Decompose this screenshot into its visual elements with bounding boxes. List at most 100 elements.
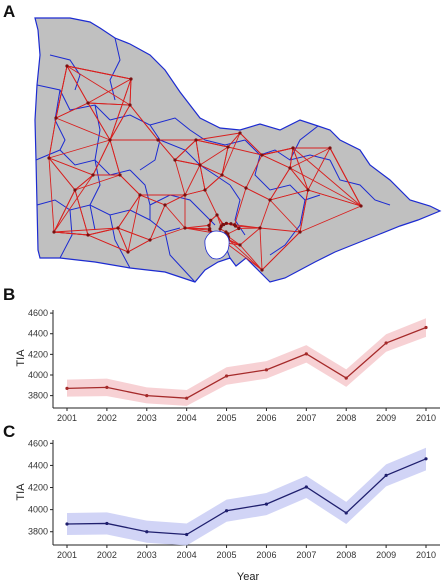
network-nodes xyxy=(47,64,363,272)
network-node xyxy=(219,224,223,229)
chart-c-x-tick-label: 2001 xyxy=(57,550,77,560)
network-node xyxy=(163,203,167,207)
network-edge xyxy=(174,139,197,161)
chart-c-x-tick-label: 2009 xyxy=(376,550,396,560)
chart-b-x-tick-label: 2003 xyxy=(137,413,157,423)
network-edge xyxy=(109,104,131,141)
network-edge xyxy=(227,146,263,156)
network-node xyxy=(291,146,295,150)
network-edge xyxy=(329,147,362,207)
network-edge xyxy=(55,65,68,119)
region-boundary xyxy=(109,37,121,101)
network-edge xyxy=(129,78,132,106)
network-edge xyxy=(74,189,89,236)
network-edge xyxy=(87,234,129,253)
chart-c: TIA Year 3800 4000 4200 4400 4600 2001 2002 200… xyxy=(15,438,440,582)
network-node xyxy=(258,226,262,230)
network-edge xyxy=(48,157,55,233)
network-edge xyxy=(87,102,111,141)
chart-b-x-tick-label: 2001 xyxy=(57,413,77,423)
chart-c-data-point xyxy=(264,502,269,506)
region-boundary xyxy=(149,117,246,146)
region-boundary xyxy=(254,154,321,201)
region-boundary xyxy=(35,149,131,176)
network-edge xyxy=(66,65,89,104)
network-edge xyxy=(221,146,229,176)
network-edge xyxy=(127,194,141,253)
network-node xyxy=(222,222,226,227)
chart-c-confidence-band xyxy=(67,447,426,546)
chart-b-y-tick-label: 4400 xyxy=(28,329,48,339)
chart-b-plot: 3800 4000 4200 4400 4600 2001 2002 2003 2004 2005… xyxy=(28,308,440,423)
network-node xyxy=(238,131,242,135)
network-node xyxy=(226,145,230,149)
network-edge xyxy=(199,164,206,191)
chart-b-x-tick-label: 2009 xyxy=(376,413,396,423)
chart-c-y-tick-label: 4200 xyxy=(28,483,48,493)
network-edge xyxy=(259,227,301,233)
network-edge xyxy=(48,139,111,159)
network-edge xyxy=(259,199,271,229)
chart-c-data-point xyxy=(304,485,308,489)
chart-b-data-point xyxy=(105,385,109,389)
network-edge xyxy=(184,227,212,233)
network-edge xyxy=(164,204,186,229)
network-edge xyxy=(227,132,241,148)
region-boundary xyxy=(164,231,196,283)
network-node xyxy=(108,138,112,142)
network-edge xyxy=(87,227,119,236)
network-edge xyxy=(117,227,151,241)
network-node xyxy=(237,226,241,231)
network-edge xyxy=(261,154,291,169)
state-outline xyxy=(34,17,442,283)
chart-b-x-tick-label: 2007 xyxy=(296,413,316,423)
network-edge xyxy=(87,102,131,106)
chart-c-data-point xyxy=(105,521,109,526)
network-node xyxy=(224,230,228,235)
network-edge xyxy=(269,189,309,201)
network-edge xyxy=(117,194,141,229)
network-edge xyxy=(228,239,263,271)
network-node xyxy=(54,116,58,120)
chart-c-data-point xyxy=(344,511,348,515)
region-boundary xyxy=(89,104,101,231)
chart-c-data-point xyxy=(185,532,189,537)
network-node xyxy=(65,64,69,68)
network-node xyxy=(183,193,187,197)
network-edge xyxy=(245,154,263,189)
network-edge xyxy=(53,227,119,233)
chart-c-data-point xyxy=(424,457,428,461)
chart-b-series-line xyxy=(66,326,427,399)
chart-b-data-point xyxy=(384,341,388,345)
network-edge xyxy=(184,227,210,230)
chart-b-data-point xyxy=(304,352,308,356)
network-edge xyxy=(216,214,222,227)
network-node xyxy=(288,166,292,170)
network-edge xyxy=(234,187,247,225)
network-edge xyxy=(227,228,239,235)
network-edge xyxy=(245,187,271,201)
chart-b-x-tick-label: 2008 xyxy=(336,413,356,423)
panel-label-b: B xyxy=(3,285,16,304)
chart-c-data-point xyxy=(384,473,388,477)
network-edge xyxy=(239,132,263,156)
network-edge xyxy=(221,132,241,176)
network-edge xyxy=(53,189,76,233)
network-edge xyxy=(195,139,229,148)
chart-c-x-tick-label: 2006 xyxy=(256,550,276,560)
network-edge xyxy=(228,236,241,246)
network-node xyxy=(260,153,264,157)
chart-b-x-tick-label: 2002 xyxy=(97,413,117,423)
network-node xyxy=(148,238,152,242)
network-node xyxy=(220,173,224,177)
chart-b-y-tick-label: 4000 xyxy=(28,370,48,380)
chart-c-plot: 3800 4000 4200 4400 4600 2001 2002 2003 2004 2005… xyxy=(28,438,440,560)
network-edge xyxy=(225,242,263,271)
network-edge xyxy=(199,164,223,176)
network-node xyxy=(224,221,229,225)
network-edge xyxy=(174,159,186,196)
panel-label-a: A xyxy=(3,2,16,21)
network-edge xyxy=(261,231,301,271)
network-node xyxy=(173,158,177,162)
chart-c-x-tick-label: 2003 xyxy=(137,550,157,560)
